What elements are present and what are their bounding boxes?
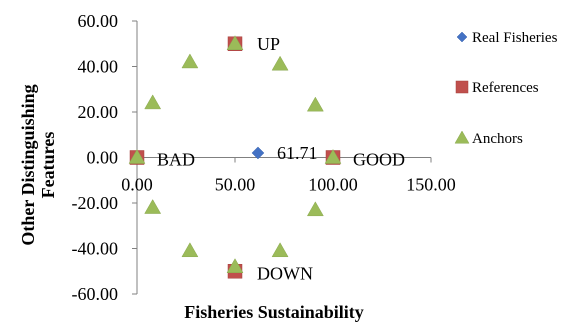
x-tick-label: 0.00 bbox=[121, 175, 153, 195]
y-tick-label: 60.00 bbox=[78, 11, 119, 31]
y-tick-label: 40.00 bbox=[78, 57, 119, 77]
triangle-point bbox=[271, 242, 289, 258]
data-marks bbox=[128, 35, 342, 279]
series-real-fisheries bbox=[251, 146, 265, 160]
x-tick-label: 100.00 bbox=[308, 175, 358, 195]
legend-label: Anchors bbox=[472, 131, 523, 147]
y-axis-title-line-2: Features bbox=[38, 132, 58, 199]
annotation-label: DOWN bbox=[257, 263, 313, 283]
triangle-point bbox=[144, 94, 162, 110]
x-axis-title: Fisheries Sustainability bbox=[184, 302, 364, 322]
triangle-point bbox=[324, 148, 342, 164]
y-tick-label: 20.00 bbox=[78, 102, 119, 122]
diamond-point bbox=[251, 146, 265, 160]
y-axis-title-line-1: Other Distinguishing bbox=[18, 84, 38, 245]
legend: Real Fisheries References Anchors bbox=[454, 30, 558, 147]
triangle-point bbox=[144, 199, 162, 214]
series-anchors bbox=[128, 35, 342, 273]
legend-item: References bbox=[455, 80, 539, 96]
y-tick-label: -20.00 bbox=[72, 193, 119, 213]
y-tick-label: -40.00 bbox=[72, 239, 119, 259]
triangle-point bbox=[271, 55, 289, 71]
legend-label: References bbox=[472, 80, 539, 96]
legend-triangle-icon bbox=[454, 130, 470, 144]
x-tick-label: 50.00 bbox=[215, 175, 256, 195]
triangle-point bbox=[128, 148, 146, 164]
y-tick-label: -60.00 bbox=[72, 284, 119, 304]
annotation-label: GOOD bbox=[353, 150, 405, 170]
triangle-point bbox=[306, 96, 324, 112]
triangle-point bbox=[306, 201, 324, 217]
legend-item: Anchors bbox=[454, 130, 523, 147]
triangle-point bbox=[181, 242, 199, 258]
annotations: UP DOWN BAD GOOD 61.71 bbox=[157, 34, 405, 284]
annotation-label: UP bbox=[257, 34, 280, 54]
legend-square-icon bbox=[455, 80, 469, 94]
triangle-point bbox=[226, 35, 244, 50]
y-tick-label: 0.00 bbox=[87, 148, 119, 168]
x-tick-label: 150.00 bbox=[406, 175, 456, 195]
legend-item: Real Fisheries bbox=[456, 30, 558, 46]
annotation-label: BAD bbox=[157, 150, 195, 170]
annotation-label: 61.71 bbox=[277, 143, 318, 163]
tick-labels: 60.0040.0020.000.00-20.00-40.00-60.000.0… bbox=[72, 11, 456, 304]
y-axis-title: Other Distinguishing Features bbox=[18, 84, 58, 245]
legend-diamond-icon bbox=[456, 31, 468, 43]
legend-label: Real Fisheries bbox=[472, 30, 558, 46]
triangle-point bbox=[226, 258, 244, 273]
triangle-point bbox=[181, 53, 199, 69]
